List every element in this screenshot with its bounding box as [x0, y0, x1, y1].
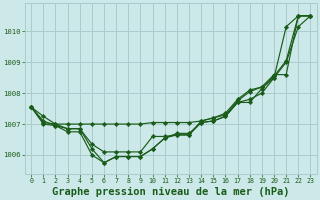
- X-axis label: Graphe pression niveau de la mer (hPa): Graphe pression niveau de la mer (hPa): [52, 186, 290, 197]
